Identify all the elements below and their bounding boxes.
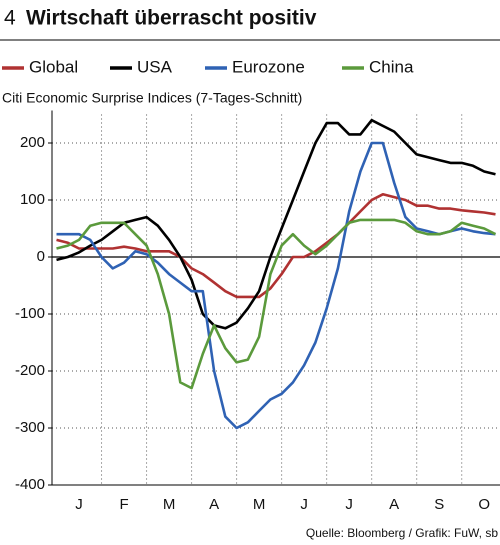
x-tick-label: J [300, 496, 308, 513]
x-tick-label: S [434, 496, 444, 513]
legend-label: Eurozone [232, 57, 305, 76]
chart-title: Wirtschaft überrascht positiv [26, 7, 317, 30]
series-line [56, 193, 496, 299]
x-tick-label: A [389, 496, 399, 513]
y-tick-label: 100 [20, 191, 45, 208]
x-tick-label: M [253, 496, 266, 513]
source: Quelle: Bloomberg / Grafik: FuW, sb [306, 526, 498, 540]
x-tick-label: J [75, 496, 83, 513]
x-tick-label: A [209, 496, 219, 513]
y-tick-label: -100 [15, 305, 45, 322]
legend-label: Global [29, 57, 78, 76]
x-tick-label: J [345, 496, 353, 513]
y-tick-label: -200 [15, 362, 45, 379]
x-tick-label: M [163, 496, 176, 513]
figure-number: 4 [4, 7, 16, 30]
subtitle: Citi Economic Surprise Indices (7-Tages-… [2, 90, 302, 106]
series-line [56, 218, 497, 390]
y-tick-label: -300 [15, 419, 45, 436]
y-tick-label: 200 [20, 134, 45, 151]
y-tick-label: -400 [15, 476, 45, 493]
x-tick-label: F [119, 496, 128, 513]
x-tick-label: O [478, 496, 490, 513]
series-line [56, 141, 496, 430]
series-line [56, 118, 496, 330]
legend-label: USA [137, 57, 173, 76]
legend-label: China [369, 57, 414, 76]
y-tick-label: 0 [37, 248, 45, 265]
